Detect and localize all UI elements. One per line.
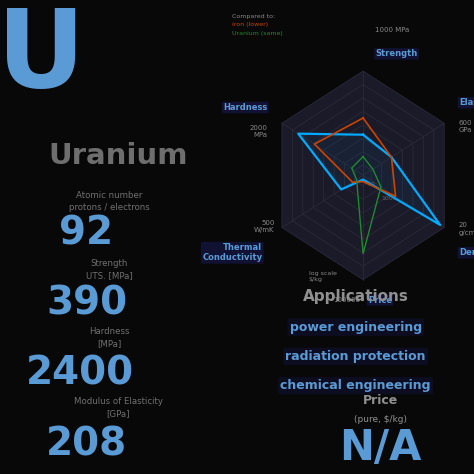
Text: 600
GPa: 600 GPa: [459, 120, 473, 133]
Polygon shape: [282, 71, 444, 280]
Text: Elasticity: Elasticity: [459, 98, 474, 107]
Text: radiation protection: radiation protection: [285, 350, 426, 363]
Text: Hardness: Hardness: [223, 103, 267, 112]
Text: Atomic number
protons / electrons: Atomic number protons / electrons: [69, 191, 150, 212]
Text: Applications: Applications: [303, 289, 409, 304]
Text: Modulus of Elasticity
[GPa]: Modulus of Elasticity [GPa]: [74, 397, 163, 418]
Text: Thermal
Conductivity: Thermal Conductivity: [202, 243, 263, 263]
Text: 390: 390: [46, 284, 127, 322]
Polygon shape: [313, 111, 413, 239]
Polygon shape: [292, 84, 434, 266]
Polygon shape: [345, 152, 382, 199]
Text: 100000: 100000: [334, 297, 361, 303]
Text: N/A: N/A: [339, 427, 421, 469]
Text: Strength
UTS. [MPa]: Strength UTS. [MPa]: [86, 259, 133, 280]
Text: log scale
$/kg: log scale $/kg: [309, 271, 337, 282]
Polygon shape: [298, 134, 440, 225]
Text: Uranium: Uranium: [48, 142, 188, 171]
Text: Uranium (same): Uranium (same): [232, 31, 283, 36]
Polygon shape: [303, 98, 423, 253]
Text: 1000: 1000: [382, 196, 397, 201]
Text: power engineering: power engineering: [290, 320, 422, 334]
Text: Strength: Strength: [375, 49, 418, 58]
Text: Hardness
[MPa]: Hardness [MPa]: [89, 327, 129, 348]
Text: 92: 92: [59, 215, 113, 253]
Text: Price: Price: [368, 296, 392, 304]
Text: Density: Density: [459, 248, 474, 257]
Text: Price: Price: [363, 394, 398, 407]
Text: 2000
MPa: 2000 MPa: [249, 125, 267, 138]
Text: U: U: [0, 4, 85, 110]
Polygon shape: [355, 165, 371, 186]
Text: iron (lower): iron (lower): [232, 22, 269, 27]
Text: (pure, $/kg): (pure, $/kg): [354, 415, 407, 424]
Text: 1000 MPa: 1000 MPa: [375, 27, 410, 33]
Text: 20
g/cm³: 20 g/cm³: [459, 222, 474, 236]
Text: 500
W/mK: 500 W/mK: [254, 220, 275, 233]
Text: 208: 208: [46, 425, 127, 463]
Text: chemical engineering: chemical engineering: [281, 379, 431, 392]
Text: 2400: 2400: [26, 355, 134, 392]
Polygon shape: [334, 138, 392, 213]
Text: 10: 10: [367, 182, 375, 187]
Text: Compared to:: Compared to:: [232, 14, 275, 19]
Polygon shape: [324, 125, 402, 226]
